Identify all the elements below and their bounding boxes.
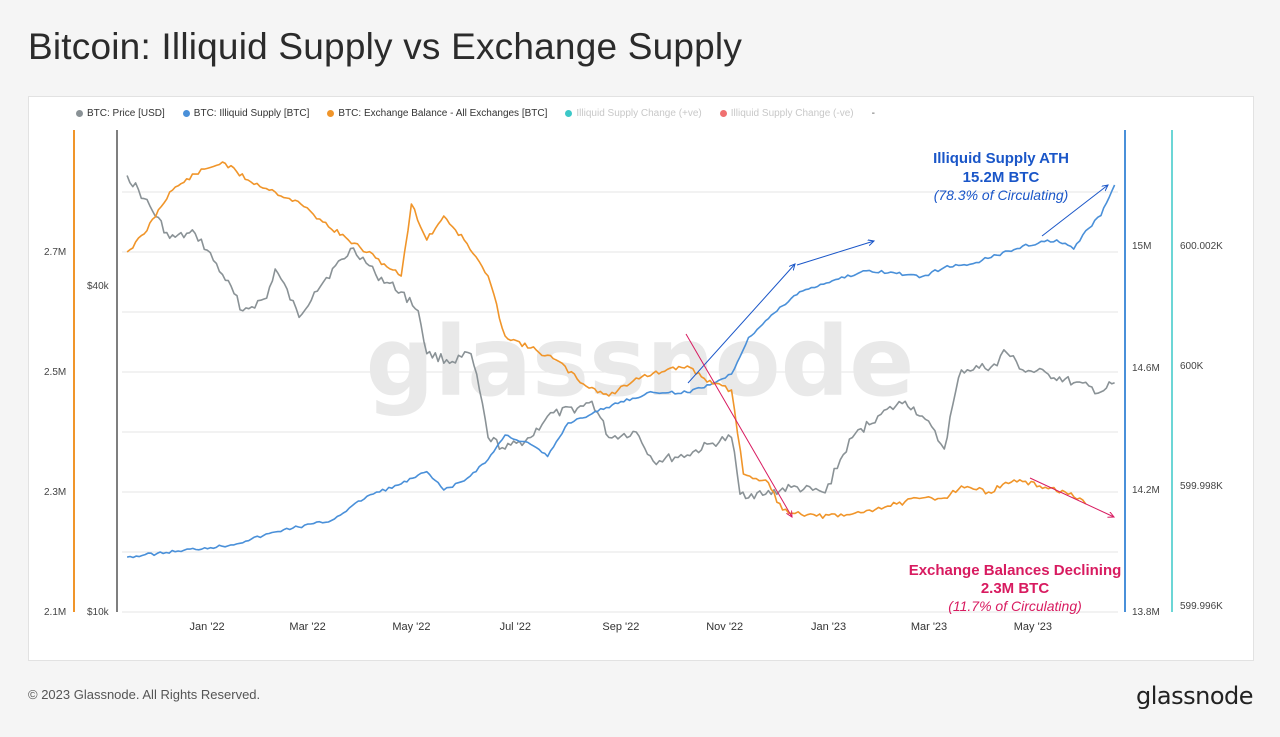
legend-dot-icon	[182, 109, 190, 117]
illiquid-annotation-value: 15.2M BTC	[963, 169, 1040, 186]
chart-legend: BTC: Price [USD] BTC: Illiquid Supply [B…	[76, 106, 875, 120]
legend-dot-icon	[327, 109, 335, 117]
x-axis-tick: Sep '22	[602, 621, 639, 633]
annotation-arrow	[685, 333, 792, 517]
exchange-axis-tick: 2.3M	[44, 487, 66, 498]
illiquid-axis-tick: 13.8M	[1132, 607, 1160, 618]
x-axis-tick: May '22	[392, 621, 430, 633]
illiquid-axis-tick: 15M	[1132, 241, 1151, 252]
legend-dot-icon	[719, 109, 727, 117]
annotation-arrow	[1029, 477, 1114, 517]
annotation-arrow	[687, 264, 795, 384]
legend-item-exchange[interactable]: BTC: Exchange Balance - All Exchanges [B…	[327, 108, 547, 119]
change-axis-tick: 599.996K	[1180, 601, 1223, 612]
price-axis-tick: $10k	[87, 607, 110, 618]
annotation-arrow	[796, 241, 874, 266]
watermark-text: glassnode	[366, 306, 915, 418]
illiquid-annotation-pct: (78.3% of Circulating)	[934, 187, 1069, 203]
legend-label: BTC: Illiquid Supply [BTC]	[193, 107, 310, 119]
page-title: Bitcoin: Illiquid Supply vs Exchange Sup…	[28, 26, 743, 67]
glassnode-logo: glassnode	[1135, 682, 1254, 710]
x-axis-tick: Jan '23	[811, 621, 846, 633]
x-axis-tick: Jan '22	[190, 621, 225, 633]
legend-label: Illiquid Supply Change (+ve)	[576, 107, 702, 119]
price-series-line	[126, 175, 1115, 500]
exchange-axis-tick: 2.5M	[44, 367, 66, 378]
change-axis-tick: 600K	[1180, 361, 1204, 372]
legend-label: Illiquid Supply Change (-ve)	[730, 107, 854, 119]
illiquid-supply-series-line	[126, 184, 1116, 559]
exchange-annotation-title: Exchange Balances Declining	[909, 562, 1122, 579]
change-axis-tick: 600.002K	[1180, 241, 1223, 252]
x-axis-tick: Jul '22	[500, 621, 531, 633]
legend-dot-icon	[76, 109, 83, 117]
legend-extra: -	[871, 107, 875, 119]
annotation-arrow	[1041, 185, 1108, 237]
exchange-axis-tick: 2.7M	[44, 247, 66, 258]
legend-item-change-positive[interactable]: Illiquid Supply Change (+ve)	[565, 107, 702, 119]
exchange-annotation-pct: (11.7% of Circulating)	[948, 598, 1082, 614]
legend-item-price[interactable]: BTC: Price [USD]	[76, 108, 165, 119]
x-axis-tick: Nov '22	[706, 621, 743, 633]
chart-panel	[28, 96, 1254, 661]
legend-dot-icon	[565, 109, 573, 117]
x-axis-tick: Mar '23	[911, 621, 947, 633]
illiquid-axis-tick: 14.6M	[1132, 363, 1160, 374]
illiquid-axis-tick: 14.2M	[1132, 485, 1160, 496]
legend-item-illiquid[interactable]: BTC: Illiquid Supply [BTC]	[182, 107, 310, 119]
x-axis-tick: May '23	[1014, 621, 1052, 633]
exchange-balance-series-line	[126, 161, 1087, 519]
legend-label: BTC: Price [USD]	[87, 107, 165, 119]
change-axis-tick: 599.998K	[1180, 481, 1223, 492]
exchange-axis-tick: 2.1M	[44, 607, 66, 618]
exchange-annotation-value: 2.3M BTC	[981, 580, 1050, 597]
copyright-text: © 2023 Glassnode. All Rights Reserved.	[28, 687, 261, 702]
legend-label: BTC: Exchange Balance - All Exchanges [B…	[338, 107, 548, 119]
price-axis-tick: $40k	[87, 281, 110, 292]
x-axis-tick: Mar '22	[289, 621, 325, 633]
legend-item-change-negative[interactable]: Illiquid Supply Change (-ve)	[719, 107, 854, 119]
illiquid-annotation-title: Illiquid Supply ATH	[933, 150, 1069, 167]
